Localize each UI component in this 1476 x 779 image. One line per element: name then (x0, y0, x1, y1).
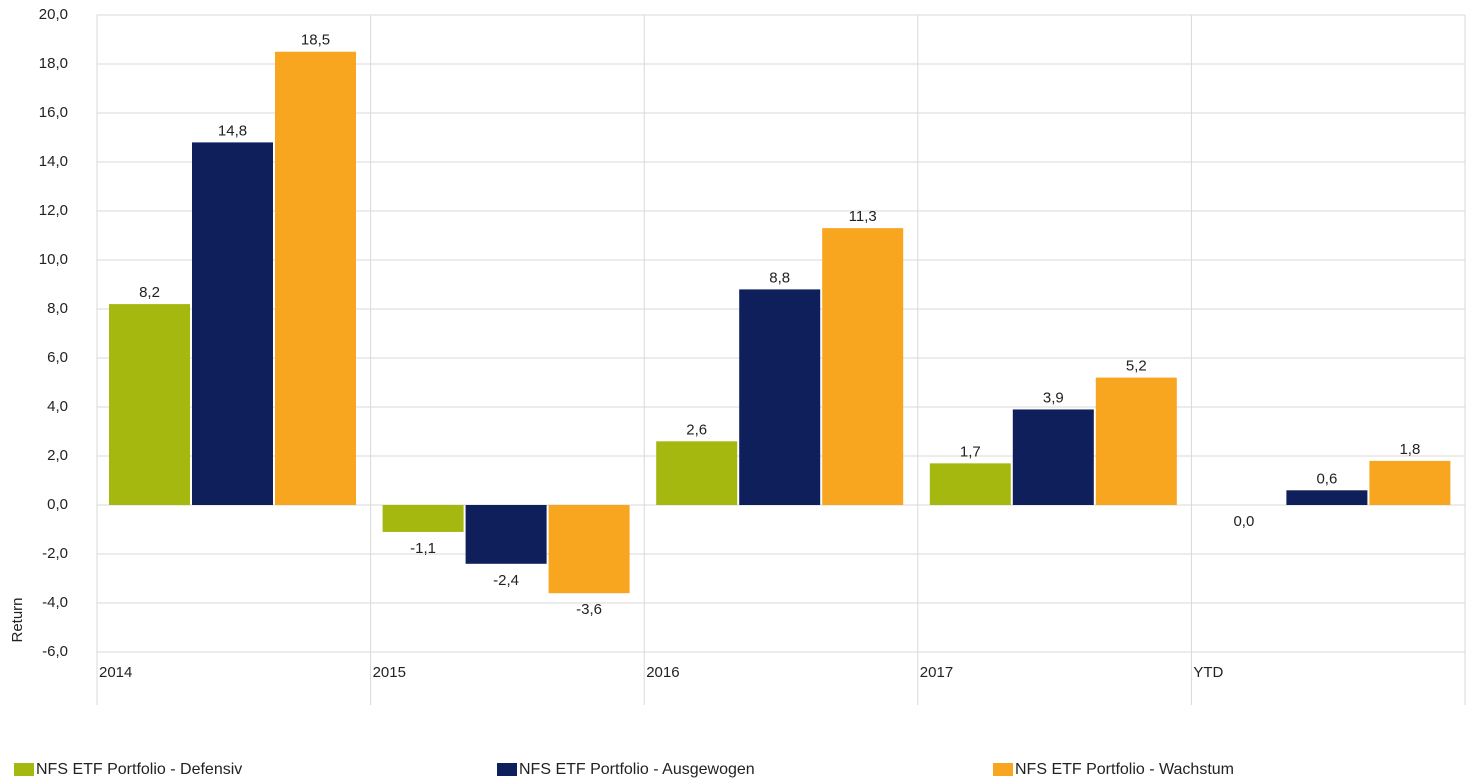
y-tick-label: 16,0 (39, 104, 68, 121)
y-tick-label: -2,0 (42, 545, 68, 562)
data-label: -2,4 (493, 572, 519, 589)
y-tick-label: 18,0 (39, 55, 68, 72)
bar (656, 441, 738, 505)
legend-swatch (497, 763, 517, 776)
bar (929, 463, 1011, 505)
data-label: -3,6 (576, 601, 602, 618)
legend-label: NFS ETF Portfolio - Defensiv (36, 761, 242, 778)
y-tick-label: 20,0 (39, 6, 68, 23)
bar (1095, 377, 1177, 505)
data-label: 2,6 (686, 421, 707, 438)
y-tick-label: 6,0 (47, 349, 68, 366)
y-axis-label: Return (9, 597, 26, 642)
bar (109, 304, 190, 505)
x-tick-label: 2016 (646, 664, 679, 681)
y-tick-label: -6,0 (42, 643, 68, 660)
legend-label: NFS ETF Portfolio - Ausgewogen (519, 761, 755, 778)
data-label: 18,5 (301, 32, 330, 49)
data-label: 5,2 (1126, 358, 1147, 375)
x-tick-label: 2015 (373, 664, 406, 681)
data-label: 8,2 (139, 284, 160, 301)
data-label: 0,6 (1316, 470, 1337, 487)
bar (548, 505, 630, 594)
x-tick-label: 2014 (99, 664, 132, 681)
bar (1369, 460, 1451, 505)
bar (465, 505, 547, 564)
data-label: -1,1 (410, 540, 436, 557)
data-label: 1,7 (960, 443, 981, 460)
bar (1012, 409, 1094, 505)
y-tick-label: 12,0 (39, 202, 68, 219)
legend-label: NFS ETF Portfolio - Wachstum (1015, 761, 1234, 778)
y-tick-label: 10,0 (39, 251, 68, 268)
bar (1286, 490, 1368, 505)
data-label: 0,0 (1233, 513, 1254, 530)
y-tick-label: 14,0 (39, 153, 68, 170)
y-tick-label: 4,0 (47, 398, 68, 415)
bar (739, 289, 821, 505)
y-tick-label: 8,0 (47, 300, 68, 317)
y-tick-label: -4,0 (42, 594, 68, 611)
bar (822, 228, 904, 505)
bar (275, 51, 356, 505)
y-tick-label: 2,0 (47, 447, 68, 464)
legend-swatch (14, 763, 34, 776)
x-tick-label: 2017 (920, 664, 953, 681)
x-tick-label: YTD (1193, 664, 1223, 681)
data-label: 11,3 (849, 208, 877, 225)
y-tick-label: 0,0 (47, 496, 68, 513)
data-label: 1,8 (1399, 441, 1420, 458)
bar (382, 505, 464, 532)
data-label: 14,8 (218, 122, 247, 139)
data-label: 3,9 (1043, 389, 1064, 406)
data-label: 8,8 (769, 269, 790, 286)
legend-swatch (993, 763, 1013, 776)
bar (192, 142, 273, 505)
